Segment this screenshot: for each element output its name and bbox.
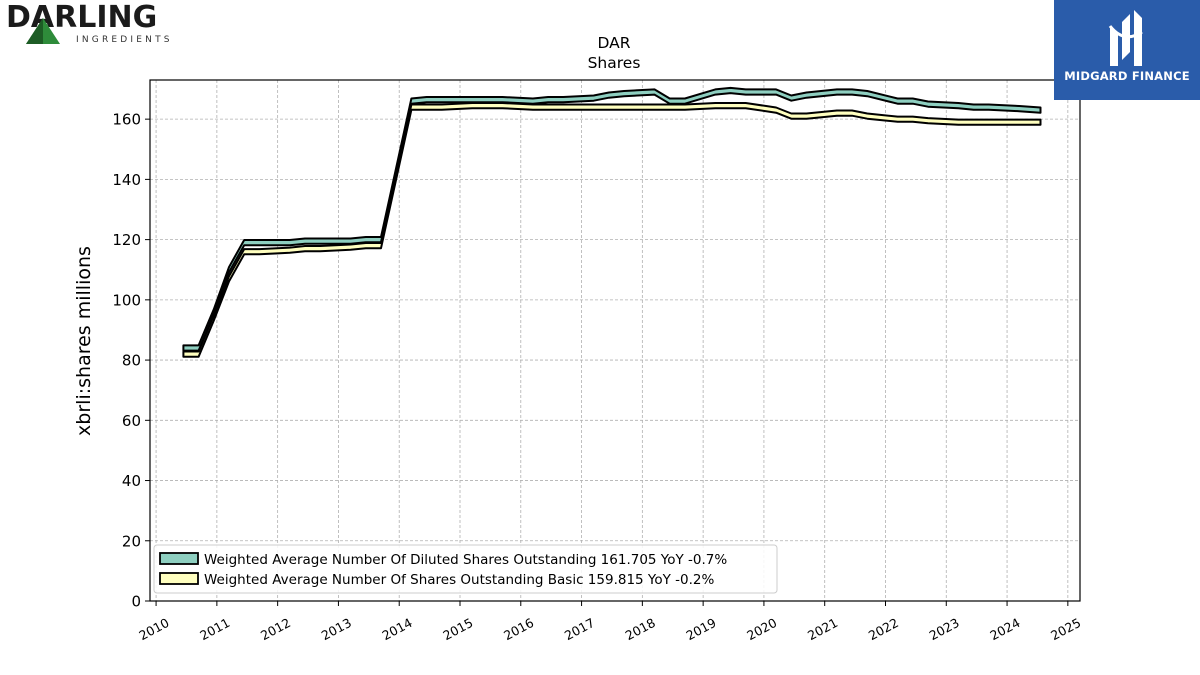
y-tick-label: 120 (112, 231, 141, 249)
y-tick-label: 40 (122, 472, 141, 490)
midgard-finance-logo: MIDGARD FINANCE (1054, 0, 1200, 100)
y-tick-label: 160 (112, 111, 141, 129)
x-tick-label: 2015 (440, 615, 475, 643)
x-tick-label: 2016 (501, 615, 536, 643)
legend-box (153, 544, 778, 594)
x-tick-label: 2023 (927, 615, 962, 643)
series-band-basic-shares (182, 102, 1042, 358)
y-tick-label: 140 (112, 171, 141, 189)
plot-frame (149, 79, 1081, 602)
x-tick-label: 2022 (866, 615, 901, 643)
y-tick-label: 0 (131, 593, 141, 611)
series-band-diluted-shares (182, 86, 1042, 352)
y-tick-label: 100 (112, 291, 141, 309)
chart-title: DAR (597, 34, 630, 52)
x-tick-label: 2024 (987, 615, 1022, 643)
legend-label-basic: Weighted Average Number Of Shares Outsta… (204, 572, 715, 588)
legend-swatch-basic (159, 572, 199, 585)
publisher-name: MIDGARD FINANCE (1064, 69, 1190, 83)
x-tick-label: 2020 (744, 615, 779, 643)
triangle-icon (26, 18, 60, 44)
y-axis-label: xbrli:shares millions (73, 246, 95, 436)
plot-area (150, 80, 1080, 601)
company-name: DARLING (6, 0, 158, 35)
midgard-emblem-icon (1108, 10, 1143, 66)
darling-ingredients-logo: DARLING INGREDIENTS (4, 0, 174, 50)
chart-subtitle: Shares (588, 54, 641, 72)
y-tick-label: 60 (122, 412, 141, 430)
legend-label-diluted: Weighted Average Number Of Diluted Share… (204, 552, 727, 568)
company-subtitle: INGREDIENTS (76, 35, 173, 45)
x-tick-label: 2017 (562, 615, 597, 643)
x-tick-label: 2014 (380, 615, 415, 643)
x-tick-label: 2018 (623, 615, 658, 643)
x-tick-label: 2021 (805, 615, 840, 643)
x-tick-label: 2012 (258, 615, 293, 643)
x-tick-label: 2019 (683, 615, 718, 643)
legend-swatch-diluted (159, 552, 199, 565)
x-tick-label: 2010 (136, 615, 171, 643)
x-tick-label: 2013 (319, 615, 354, 643)
y-tick-label: 20 (122, 532, 141, 550)
x-tick-label: 2011 (197, 615, 232, 643)
x-tick-label: 2025 (1048, 615, 1083, 643)
y-tick-label: 80 (122, 352, 141, 370)
